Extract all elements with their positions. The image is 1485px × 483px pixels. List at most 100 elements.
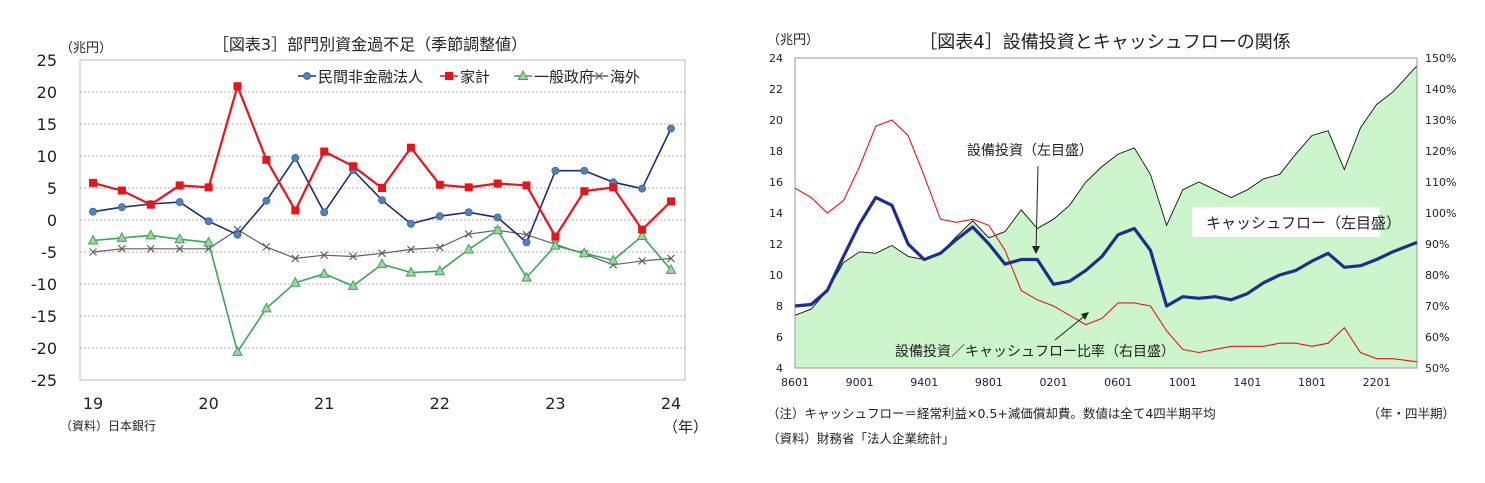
chart4-ytick-label: 10 — [769, 269, 783, 282]
chart3-point — [262, 155, 271, 164]
chart3-point — [204, 217, 213, 226]
chart3-unit: （兆円） — [60, 41, 112, 56]
ratio-line — [794, 119, 1418, 363]
chart4-ytick-label: 24 — [769, 52, 783, 65]
chart3-point — [118, 203, 126, 212]
chart3-point — [493, 213, 502, 222]
chart4-plot-frame — [794, 57, 1418, 369]
chart4-y2tick-label: 120% — [1425, 145, 1456, 158]
chart3-point — [517, 69, 529, 80]
chart3-point — [318, 267, 330, 278]
chart3-xtick-label: 19 — [83, 394, 103, 413]
chart4-ytick-label: 4 — [776, 362, 783, 375]
chart3-point — [406, 219, 415, 228]
chart3-point — [175, 181, 184, 190]
chart3-ytick-label: 15 — [37, 115, 57, 134]
chart3-point — [595, 72, 603, 80]
chart3-point — [89, 248, 97, 256]
chart4-xtick-label: 8601 — [781, 376, 809, 389]
chart3-point — [607, 254, 619, 265]
chart3-ytick-label: -5 — [41, 243, 57, 262]
chart3-point — [291, 254, 300, 263]
chart3-series-2 — [87, 224, 677, 356]
chart3-point — [434, 265, 446, 276]
chart3-point — [349, 252, 358, 261]
chart3-point — [638, 257, 647, 265]
chart3-point — [89, 178, 97, 187]
chart3-point — [464, 208, 473, 217]
chart3-point — [378, 249, 386, 258]
chart4-ytick-label: 14 — [769, 207, 783, 220]
chart3-point — [638, 225, 647, 234]
chart3-point — [349, 162, 358, 171]
chart3-point — [445, 72, 453, 80]
chart4-source: （資料）財務省「法人企業統計」 — [767, 431, 955, 446]
chart3-point — [117, 244, 126, 253]
chart3-ytick-label: 25 — [37, 51, 57, 70]
chart4-y2tick-label: 50% — [1425, 362, 1449, 375]
chart3-legend-label: 海外 — [610, 68, 640, 86]
chart3-point — [291, 206, 300, 215]
chart3-point — [435, 243, 444, 252]
chart3-point — [464, 183, 473, 192]
chart3-point — [175, 198, 184, 206]
chart3-point — [376, 258, 388, 269]
capex-cashflow-chart: ［図表4］設備投資とキャッシュフローの関係 （兆円） 4 6 8 10 12 14 16 18… — [767, 32, 1456, 446]
chart3-point — [667, 124, 675, 133]
chart3-point — [204, 183, 213, 192]
chart4-title: ［図表4］設備投資とキャッシュフローの関係 — [919, 32, 1290, 53]
chart3-point — [233, 82, 242, 91]
cashflow-annotation-box — [1192, 207, 1380, 237]
chart3-point — [463, 243, 475, 254]
chart4-y2tick-label: 60% — [1425, 331, 1449, 344]
chart3-ytick-label: -25 — [31, 371, 57, 390]
chart3-point — [320, 147, 329, 156]
chart4-xtick-label: 0601 — [1104, 376, 1132, 389]
ratio-annotation-arrowhead — [1081, 312, 1089, 320]
chart3-legend-label: 家計 — [460, 68, 490, 86]
chart4-y2tick-label: 80% — [1425, 269, 1449, 282]
chart4-ytick-label: 20 — [769, 114, 783, 127]
chart4-y2tick-label: 140% — [1425, 83, 1456, 96]
chart4-ytick-label: 16 — [769, 176, 783, 189]
chart3-point — [232, 345, 243, 356]
chart4-ytick-label: 22 — [769, 83, 783, 96]
chart4-xtick-label: 1001 — [1169, 376, 1197, 389]
chart3-point — [551, 232, 560, 241]
capex-annotation-arrowhead — [1032, 246, 1040, 254]
chart3-point — [89, 207, 97, 216]
chart3-xtick-label: 22 — [430, 394, 450, 413]
chart3-xtick-label: 20 — [198, 394, 218, 413]
chart4-xlabel: （年・四半期） — [1367, 406, 1455, 421]
chart3-point — [636, 229, 648, 240]
chart4-unit: （兆円） — [767, 33, 819, 48]
chart3-point — [406, 245, 415, 254]
fund-balance-chart: ［図表3］部門別資金過不足（季節調整値） （兆円） 25 20 15 10 5 0 -5 -1… — [31, 35, 708, 436]
chart3-point — [435, 180, 444, 189]
chart4-xtick-label: 2201 — [1363, 376, 1391, 389]
chart3-point — [492, 224, 503, 235]
ratio-annotation-arrow — [1054, 313, 1088, 341]
chart3-xtick-label: 24 — [661, 394, 681, 413]
chart3-point — [580, 187, 589, 196]
chart3-point — [667, 254, 675, 263]
chart3-point — [493, 179, 502, 188]
chart4-note: （注）キャッシュフロー＝経常利益×0.5+減価償却費。数値は全て4四半期平均 — [767, 406, 1216, 421]
chart3-xlabel: （年） — [663, 418, 708, 436]
chart3-source: （資料）日本銀行 — [60, 419, 156, 433]
chart3-point — [233, 230, 242, 239]
chart4-ytick-label: 18 — [769, 145, 783, 158]
chart4-y2tick-label: 70% — [1425, 300, 1449, 313]
chart3-point — [289, 276, 301, 287]
chart4-y2tick-label: 110% — [1425, 176, 1456, 189]
capex-line — [794, 195, 1418, 308]
chart3-ytick-label: -20 — [31, 339, 57, 358]
chart4-ytick-label: 12 — [769, 238, 783, 251]
chart3-point — [522, 238, 531, 247]
chart3-point — [303, 72, 311, 80]
chart3-point — [521, 271, 532, 282]
chart3-point — [174, 233, 186, 244]
chart3-ytick-label: 10 — [37, 147, 57, 166]
chart3-point — [262, 196, 271, 205]
chart4-ytick-label: 6 — [776, 331, 783, 344]
